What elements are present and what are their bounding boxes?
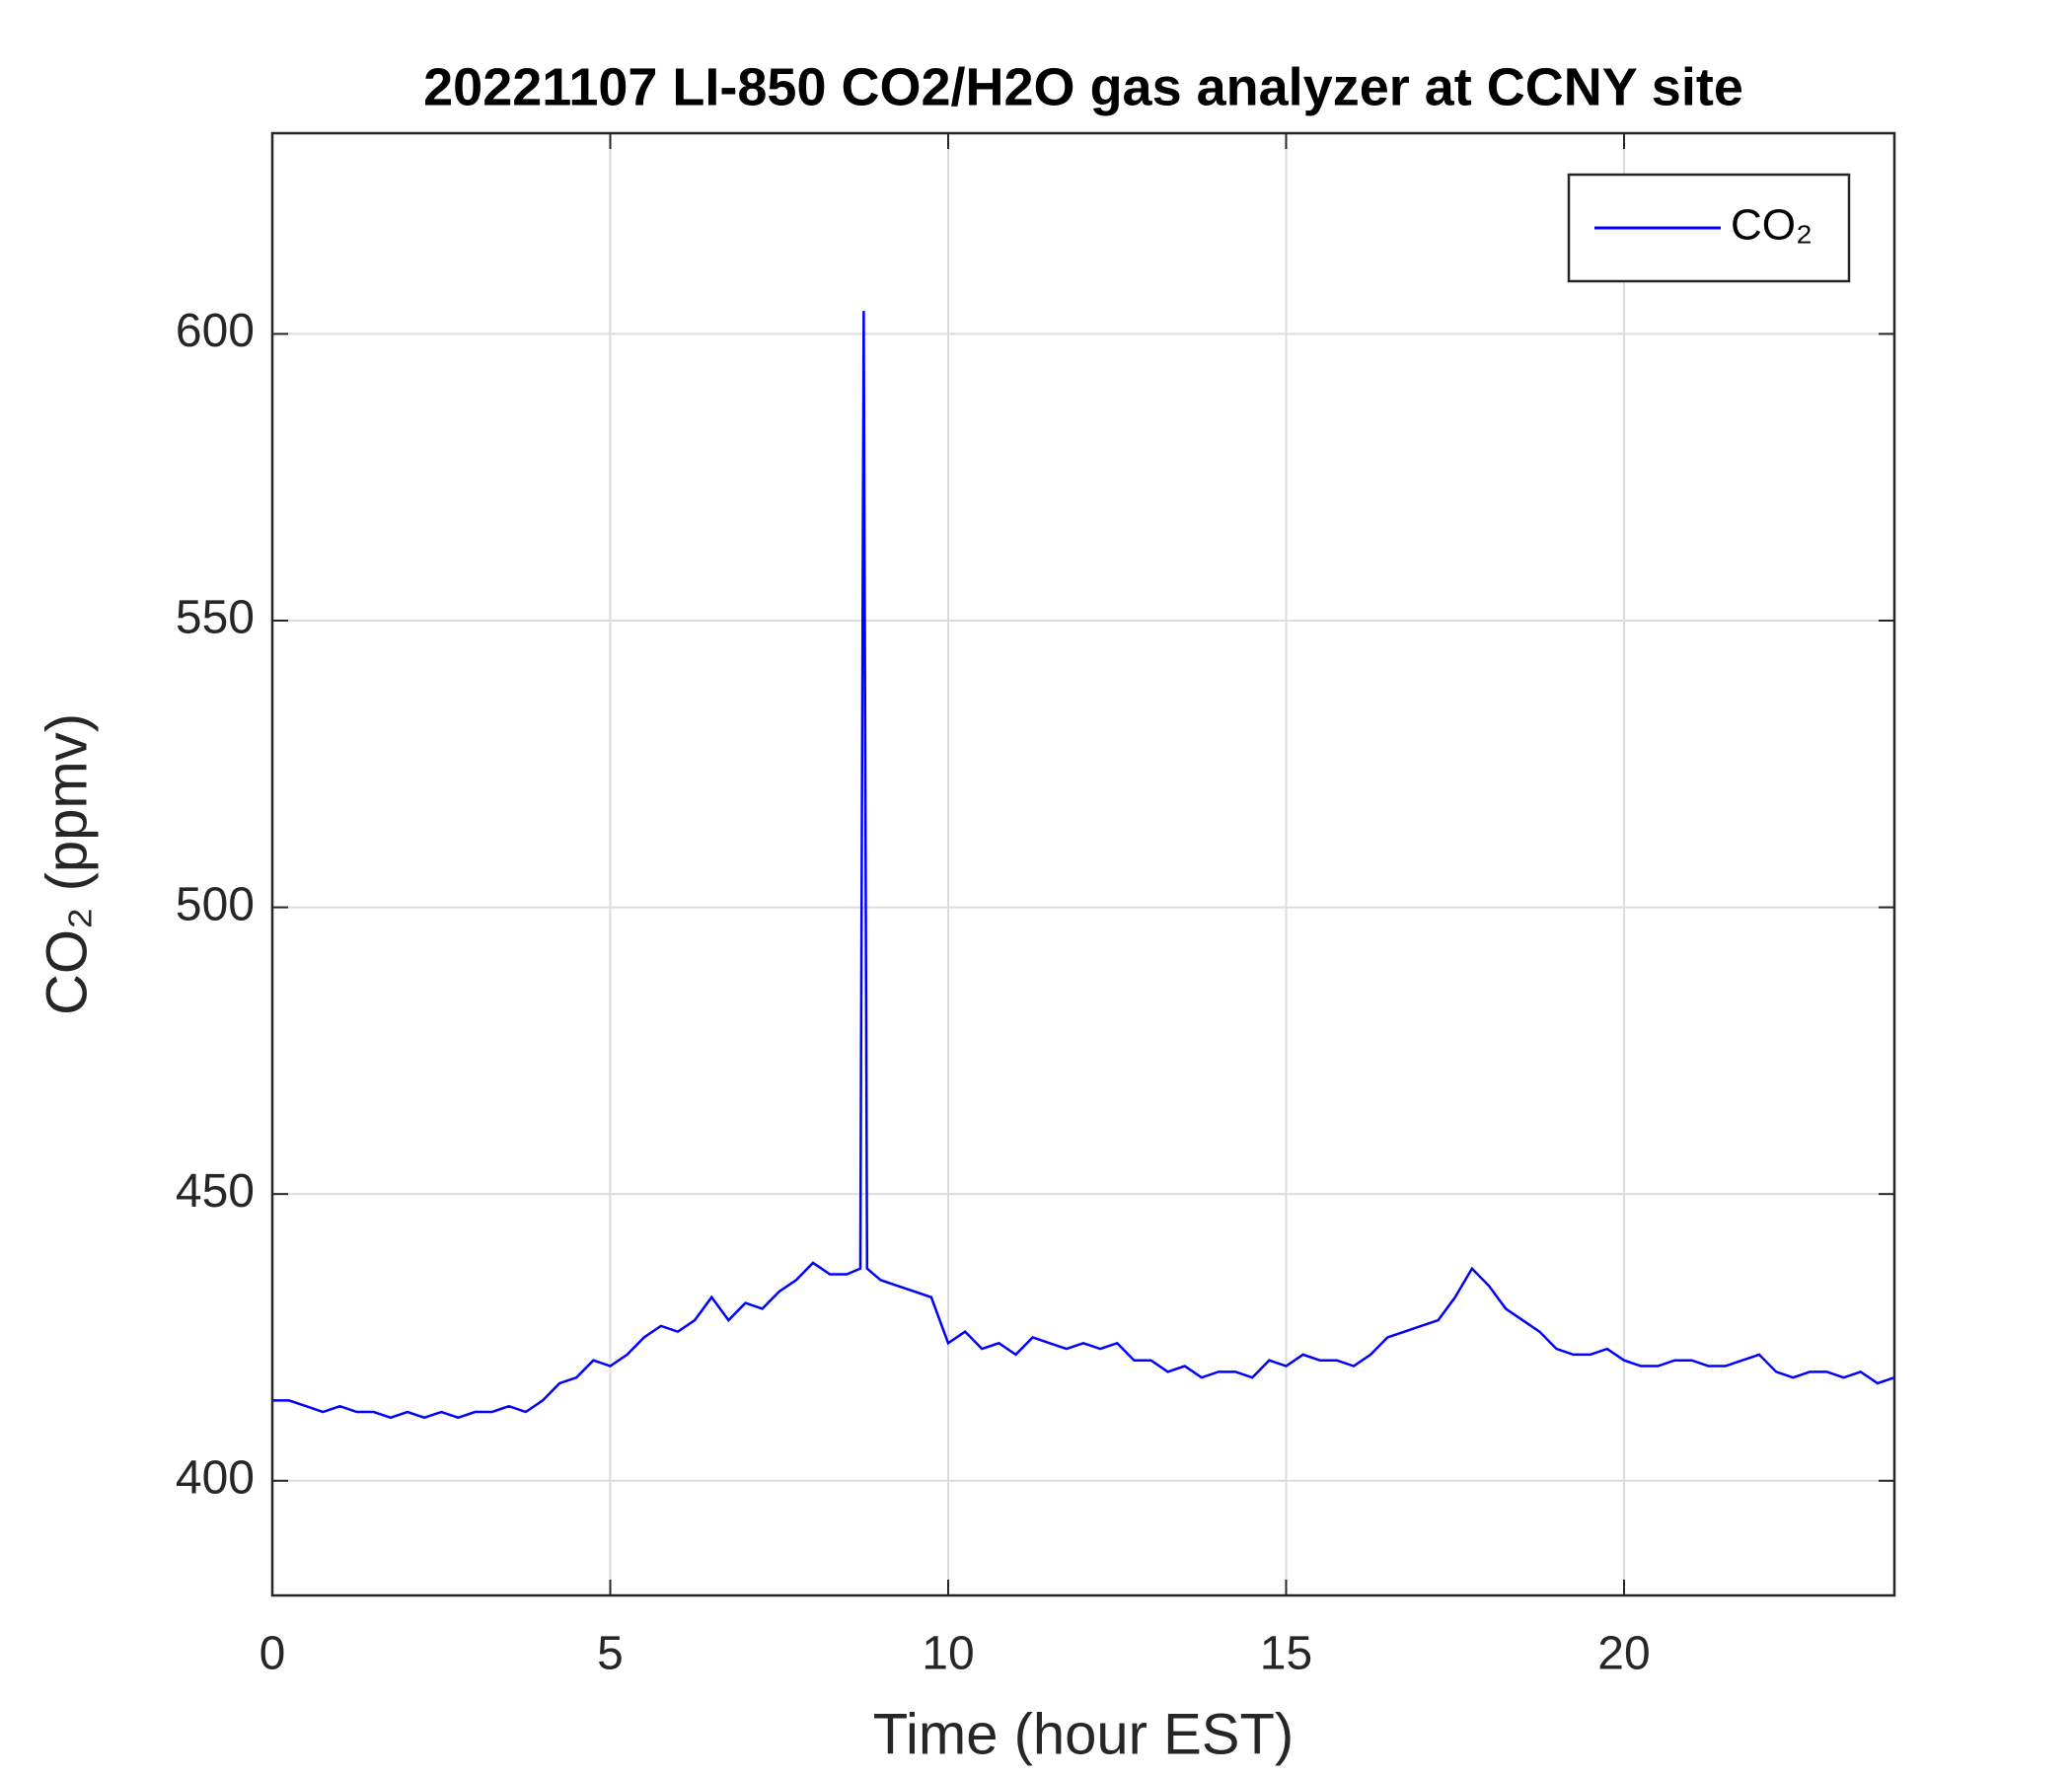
chart-title: 20221107 LI-850 CO2/H2O gas analyzer at …	[423, 57, 1743, 116]
x-tick-label: 15	[1260, 1628, 1312, 1680]
x-tick-label: 5	[597, 1628, 624, 1680]
data-line	[272, 311, 1895, 1420]
y-tick-label: 400	[176, 1451, 255, 1504]
y-tick-label: 600	[176, 305, 255, 357]
legend-label: CO₂	[1731, 201, 1813, 250]
plot-frame	[270, 131, 1896, 1597]
x-tick-label: 10	[922, 1628, 974, 1680]
y-axis-label: CO₂ (ppmv)	[35, 713, 99, 1015]
x-tick-label: 0	[259, 1628, 286, 1680]
y-tick-label: 450	[176, 1165, 255, 1218]
y-tick-label: 500	[176, 878, 255, 930]
y-tick-label: 550	[176, 592, 255, 644]
x-axis-label: Time (hour EST)	[873, 1702, 1294, 1766]
x-tick-label: 20	[1597, 1628, 1650, 1680]
